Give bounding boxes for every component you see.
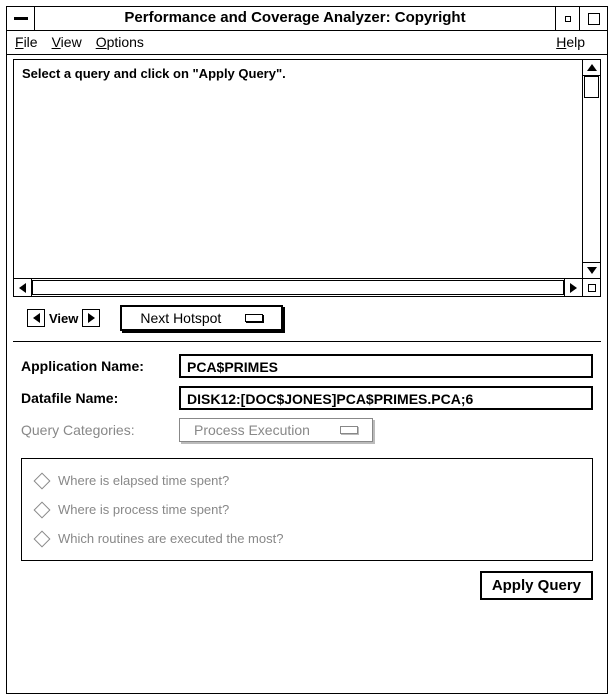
form-area: Application Name: PCA$PRIMES Datafile Na… [13,350,601,450]
vscroll-thumb[interactable] [584,76,599,98]
query-category-dropdown[interactable]: Process Execution [179,418,373,442]
output-pane: Select a query and click on "Apply Query… [13,59,601,297]
app-name-field[interactable]: PCA$PRIMES [179,354,593,378]
query-list: Where is elapsed time spent? Where is pr… [21,458,593,561]
scroll-left-icon[interactable] [14,279,32,296]
titlebar: Performance and Coverage Analyzer: Copyr… [7,7,607,31]
query-option[interactable]: Which routines are executed the most? [36,531,578,546]
option-menu-icon [245,314,263,322]
query-category-label: Query Categories: [21,422,171,438]
minimize-button[interactable] [555,7,579,30]
horizontal-scrollbar[interactable] [14,279,582,296]
hscroll-thumb[interactable] [32,280,564,295]
maximize-button[interactable] [579,7,607,30]
query-option-label: Where is elapsed time spent? [58,473,229,488]
view-label: View [49,311,78,326]
view-next-button[interactable] [82,309,100,327]
output-text: Select a query and click on "Apply Query… [14,60,582,278]
menu-view[interactable]: View [52,34,82,50]
apply-query-button[interactable]: Apply Query [480,571,593,600]
main-window: Performance and Coverage Analyzer: Copyr… [6,6,608,694]
scroll-right-icon[interactable] [564,279,582,296]
query-option-label: Which routines are executed the most? [58,531,283,546]
scroll-down-icon[interactable] [583,262,600,278]
radio-diamond-icon [34,530,51,547]
system-menu-button[interactable] [7,7,35,30]
hotspot-label: Next Hotspot [140,310,221,326]
radio-diamond-icon [34,472,51,489]
next-hotspot-button[interactable]: Next Hotspot [120,305,283,331]
footer: Apply Query [13,567,601,606]
view-stepper: View [27,309,100,327]
client-area: Select a query and click on "Apply Query… [7,55,607,693]
vscroll-track[interactable] [583,76,600,262]
scroll-up-icon[interactable] [583,60,600,76]
query-category-value: Process Execution [194,422,310,438]
menu-options[interactable]: Options [96,34,144,50]
query-option-label: Where is process time spent? [58,502,229,517]
menu-file[interactable]: File [15,34,38,50]
view-prev-button[interactable] [27,309,45,327]
query-option[interactable]: Where is process time spent? [36,502,578,517]
vertical-scrollbar[interactable] [582,60,600,278]
option-menu-icon [340,426,358,434]
window-title: Performance and Coverage Analyzer: Copyr… [35,7,555,30]
datafile-field[interactable]: DISK12:[DOC$JONES]PCA$PRIMES.PCA;6 [179,386,593,410]
view-controls: View Next Hotspot [13,303,601,333]
separator [13,341,601,342]
radio-diamond-icon [34,501,51,518]
resize-grip[interactable] [582,279,600,296]
app-name-label: Application Name: [21,358,171,374]
menu-help[interactable]: Help [556,34,585,50]
query-option[interactable]: Where is elapsed time spent? [36,473,578,488]
datafile-label: Datafile Name: [21,390,171,406]
menubar: File View Options Help [7,31,607,55]
hscroll-track[interactable] [32,279,564,296]
